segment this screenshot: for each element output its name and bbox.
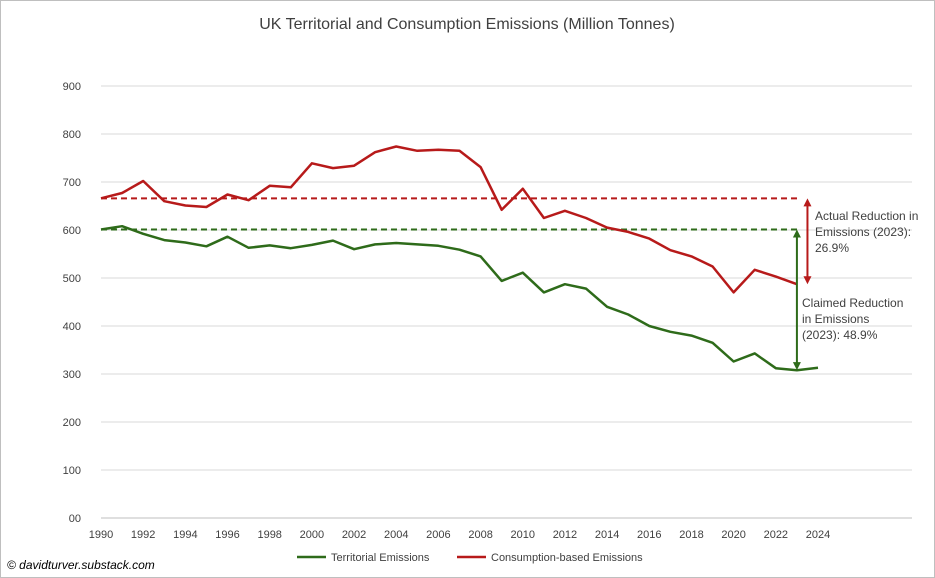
series-lines xyxy=(100,145,819,372)
reduction-arrows xyxy=(792,198,812,371)
arrow-claimed-reduction-head-top xyxy=(792,229,801,238)
x-tick-label-2024: 2024 xyxy=(806,529,830,541)
arrow-actual-reduction-head-bottom xyxy=(803,276,812,285)
legend: Territorial Emissions Consumption-based … xyxy=(297,552,643,564)
annotation-claimed-line-1: Claimed Reduction xyxy=(802,296,903,310)
x-tick-label-2006: 2006 xyxy=(426,529,450,541)
series-line-territorial xyxy=(100,224,819,372)
annotation-claimed-line-3: (2023): 48.9% xyxy=(802,328,878,342)
x-tick-label-1996: 1996 xyxy=(215,529,239,541)
x-tick-label-2018: 2018 xyxy=(679,529,703,541)
gridlines xyxy=(101,85,912,519)
x-tick-label-2010: 2010 xyxy=(511,529,535,541)
y-tick-label-0: 00 xyxy=(69,513,81,525)
legend-label-consumption: Consumption-based Emissions xyxy=(491,552,643,564)
x-tick-label-1992: 1992 xyxy=(131,529,155,541)
x-tick-label-2000: 2000 xyxy=(300,529,324,541)
annotation-actual-line-2: Emissions (2023): xyxy=(815,225,911,239)
annotation-claimed-line-2: in Emissions xyxy=(802,312,869,326)
x-axis: 1990 1992 1994 1996 1998 2000 2002 2004 2006 2008… xyxy=(89,529,830,541)
x-tick-label-2014: 2014 xyxy=(595,529,619,541)
y-tick-label-200: 200 xyxy=(63,417,81,429)
annotation-actual-line-1: Actual Reduction in xyxy=(815,209,918,223)
x-tick-label-2022: 2022 xyxy=(764,529,788,541)
arrow-actual-reduction xyxy=(803,198,812,285)
y-tick-label-600: 600 xyxy=(63,225,81,237)
credit-text: © davidturver.substack.com xyxy=(7,558,155,572)
y-tick-label-400: 400 xyxy=(63,321,81,333)
annotation-claimed: Claimed Reduction in Emissions (2023): 4… xyxy=(802,296,903,342)
x-tick-label-2002: 2002 xyxy=(342,529,366,541)
y-tick-label-800: 800 xyxy=(63,129,81,141)
x-tick-label-1990: 1990 xyxy=(89,529,113,541)
y-tick-label-500: 500 xyxy=(63,273,81,285)
arrow-claimed-reduction-head-bottom xyxy=(792,362,801,371)
y-axis: 00 100 200 300 400 500 600 700 800 900 xyxy=(63,81,81,525)
annotation-actual: Actual Reduction in Emissions (2023): 26… xyxy=(815,209,918,255)
arrow-claimed-reduction xyxy=(792,229,801,371)
x-tick-label-2012: 2012 xyxy=(553,529,577,541)
series-line-consumption xyxy=(100,145,798,294)
x-tick-label-2004: 2004 xyxy=(384,529,408,541)
y-tick-label-700: 700 xyxy=(63,177,81,189)
x-tick-label-1998: 1998 xyxy=(257,529,281,541)
annotation-actual-line-3: 26.9% xyxy=(815,241,849,255)
y-tick-label-100: 100 xyxy=(63,465,81,477)
y-tick-label-300: 300 xyxy=(63,369,81,381)
reference-lines xyxy=(101,197,800,231)
x-tick-label-2016: 2016 xyxy=(637,529,661,541)
chart-title: UK Territorial and Consumption Emissions… xyxy=(259,16,675,33)
arrow-actual-reduction-head-top xyxy=(803,198,812,207)
x-tick-label-1994: 1994 xyxy=(173,529,197,541)
x-tick-label-2008: 2008 xyxy=(468,529,492,541)
y-tick-label-900: 900 xyxy=(63,81,81,93)
legend-label-territorial: Territorial Emissions xyxy=(331,552,430,564)
x-tick-label-2020: 2020 xyxy=(721,529,745,541)
